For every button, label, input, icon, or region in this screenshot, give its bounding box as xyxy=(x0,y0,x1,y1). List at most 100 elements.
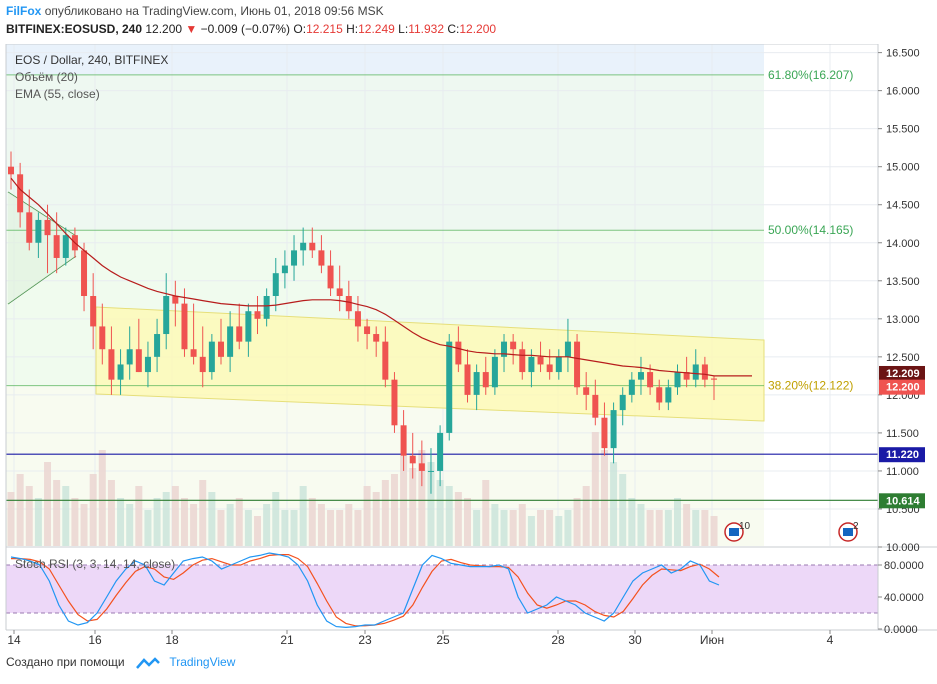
candle-body[interactable] xyxy=(236,326,243,342)
candle-body[interactable] xyxy=(574,341,581,388)
candle-body[interactable] xyxy=(99,326,106,350)
legend-ema: EMA (55, close) xyxy=(15,87,100,101)
candle-body[interactable] xyxy=(126,349,133,365)
volume-bar xyxy=(537,510,545,546)
candle-body[interactable] xyxy=(391,379,398,426)
candle-body[interactable] xyxy=(8,166,14,175)
candle-body[interactable] xyxy=(628,379,635,395)
volume-bar xyxy=(692,510,700,546)
volume-bar xyxy=(354,510,362,546)
candle-body[interactable] xyxy=(519,349,526,373)
event-flag-icon[interactable]: 10 xyxy=(724,521,751,542)
candle-body[interactable] xyxy=(62,235,69,258)
candle-body[interactable] xyxy=(619,394,626,411)
candle-body[interactable] xyxy=(90,296,97,327)
author-link[interactable]: FilFox xyxy=(6,4,42,18)
candle-body[interactable] xyxy=(291,250,298,266)
candle-body[interactable] xyxy=(144,356,151,373)
candle-body[interactable] xyxy=(400,425,407,456)
candle-body[interactable] xyxy=(163,296,170,335)
candle-body[interactable] xyxy=(172,296,179,304)
symbol-label[interactable]: BITFINEX:EOSUSD, 240 xyxy=(6,22,143,36)
low-value: 11.932 xyxy=(408,22,444,36)
candle-body[interactable] xyxy=(510,341,517,350)
candle-body[interactable] xyxy=(336,288,343,296)
candle-body[interactable] xyxy=(683,372,690,380)
candle-body[interactable] xyxy=(528,356,535,373)
candle-body[interactable] xyxy=(418,463,425,471)
candle-body[interactable] xyxy=(482,372,489,388)
candle-body[interactable] xyxy=(327,265,334,289)
candle-body[interactable] xyxy=(208,341,215,373)
fib-label: 61.80%(16.207) xyxy=(768,68,853,82)
candle-body[interactable] xyxy=(564,341,571,357)
candle-body[interactable] xyxy=(427,470,434,472)
candle-body[interactable] xyxy=(437,432,444,471)
volume-bar xyxy=(436,480,444,546)
candle-body[interactable] xyxy=(190,349,197,357)
candle-body[interactable] xyxy=(227,326,234,357)
candle-body[interactable] xyxy=(300,242,307,251)
price-chart[interactable]: 61.80%(16.207) 50.00%(14.165) 38.20%(12.12… xyxy=(0,44,937,650)
candle-body[interactable] xyxy=(81,250,88,296)
ema-line xyxy=(10,177,752,377)
candle-body[interactable] xyxy=(446,341,453,433)
volume-bar xyxy=(107,480,115,546)
candle-body[interactable] xyxy=(17,174,24,213)
volume-bar xyxy=(308,498,316,546)
candle-body[interactable] xyxy=(692,364,699,380)
volume-bar xyxy=(491,504,499,546)
candle-body[interactable] xyxy=(409,455,416,464)
candle-body[interactable] xyxy=(53,235,60,258)
candle-body[interactable] xyxy=(35,219,42,243)
candle-body[interactable] xyxy=(491,356,498,388)
candle-body[interactable] xyxy=(181,303,188,350)
candle-body[interactable] xyxy=(309,242,316,251)
candle-body[interactable] xyxy=(154,334,161,357)
candle-body[interactable] xyxy=(656,387,663,403)
candle-body[interactable] xyxy=(610,410,617,449)
candle-body[interactable] xyxy=(464,364,471,395)
candle-body[interactable] xyxy=(601,417,608,449)
candle-body[interactable] xyxy=(354,311,361,327)
candle-body[interactable] xyxy=(254,311,261,319)
candle-body[interactable] xyxy=(26,212,33,243)
candle-body[interactable] xyxy=(537,356,544,365)
candle-body[interactable] xyxy=(117,364,124,380)
candle-body[interactable] xyxy=(108,349,115,380)
candle-body[interactable] xyxy=(501,341,508,357)
tradingview-link[interactable]: TradingView xyxy=(169,655,236,669)
candle-body[interactable] xyxy=(281,265,288,274)
event-flag-icon[interactable]: 2 xyxy=(838,521,859,542)
svg-text:10: 10 xyxy=(739,521,751,532)
candle-body[interactable] xyxy=(364,326,371,335)
candle-body[interactable] xyxy=(135,349,142,373)
candle-body[interactable] xyxy=(555,356,562,373)
open-value: 12.215 xyxy=(306,22,343,36)
candle-body[interactable] xyxy=(711,378,718,380)
y-tick-label: 11.500 xyxy=(886,428,919,440)
candle-body[interactable] xyxy=(263,296,270,319)
candle-body[interactable] xyxy=(473,372,480,395)
volume-bar xyxy=(683,504,691,546)
candle-body[interactable] xyxy=(318,250,325,266)
candle-body[interactable] xyxy=(345,296,352,312)
candle-body[interactable] xyxy=(647,372,654,388)
candle-body[interactable] xyxy=(674,372,681,388)
candle-body[interactable] xyxy=(546,364,553,373)
candle-body[interactable] xyxy=(44,219,51,236)
candle-body[interactable] xyxy=(455,341,462,365)
candle-body[interactable] xyxy=(637,372,644,380)
candle-body[interactable] xyxy=(583,387,590,395)
candle-body[interactable] xyxy=(272,273,279,296)
candle-body[interactable] xyxy=(701,364,708,380)
open-label: O: xyxy=(293,22,307,36)
candle-body[interactable] xyxy=(199,356,206,373)
candle-body[interactable] xyxy=(382,341,389,380)
candle-body[interactable] xyxy=(217,341,224,357)
candle-body[interactable] xyxy=(373,334,380,342)
candle-body[interactable] xyxy=(592,394,599,418)
volume-bar xyxy=(317,504,325,546)
candle-body[interactable] xyxy=(245,311,252,342)
candle-body[interactable] xyxy=(665,387,672,403)
